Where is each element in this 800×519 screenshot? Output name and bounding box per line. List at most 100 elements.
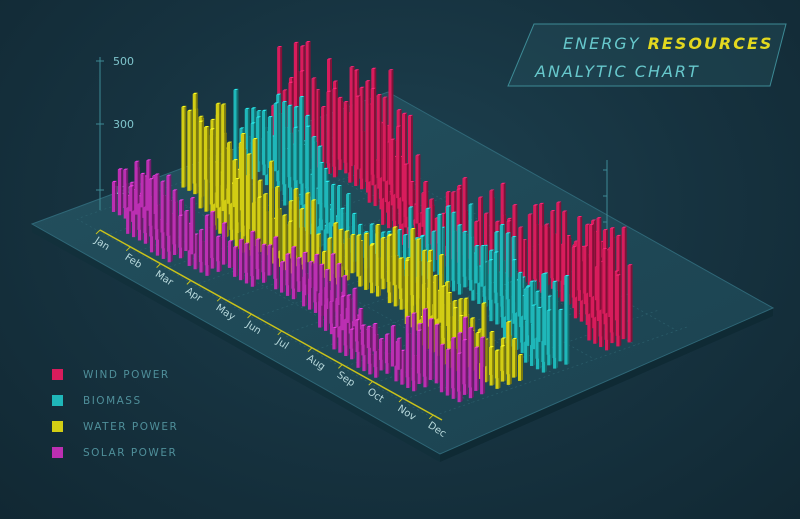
bar-side xyxy=(126,168,129,209)
bar xyxy=(288,221,292,263)
bar-top xyxy=(396,109,402,111)
bar xyxy=(181,107,185,188)
bar-side xyxy=(195,92,198,184)
bar-top xyxy=(458,298,464,300)
bar-side xyxy=(525,239,527,283)
bar-top xyxy=(277,45,283,48)
bar-side xyxy=(279,93,282,182)
bar-top xyxy=(380,231,386,233)
bar-side xyxy=(567,275,570,365)
bar-top xyxy=(390,138,396,140)
bar-top xyxy=(615,274,621,276)
bar xyxy=(425,208,429,269)
bar-top xyxy=(423,181,429,183)
bar xyxy=(375,225,379,286)
bar-top xyxy=(238,238,244,240)
bar-side xyxy=(260,196,263,242)
bar-side xyxy=(264,243,267,273)
bar xyxy=(244,109,248,166)
bar xyxy=(474,221,478,262)
bar-side xyxy=(477,346,480,391)
bar-top xyxy=(375,224,381,226)
bar-top xyxy=(396,125,402,127)
bar-top xyxy=(181,105,187,108)
bar-side xyxy=(230,141,233,204)
bar-top xyxy=(506,220,512,222)
bar-side xyxy=(393,138,396,195)
bar-top xyxy=(621,226,627,228)
bar xyxy=(117,169,122,216)
month-tick xyxy=(186,280,192,285)
bar-top xyxy=(370,243,376,245)
bar-top xyxy=(227,141,233,143)
bar-side xyxy=(521,353,523,381)
bar xyxy=(500,285,504,318)
bar-top xyxy=(627,264,633,266)
bar-side xyxy=(213,128,215,183)
bar-top xyxy=(363,231,369,233)
bar xyxy=(364,233,368,290)
bar-side xyxy=(382,338,385,360)
bar-side xyxy=(276,102,279,172)
bar-top xyxy=(357,223,363,226)
bar xyxy=(544,224,548,275)
bar-side xyxy=(420,329,422,374)
bar-side xyxy=(238,177,240,223)
bar-side xyxy=(285,100,288,185)
bar-top xyxy=(282,100,288,103)
bar xyxy=(379,339,383,360)
bar xyxy=(184,211,188,252)
bar-top xyxy=(414,237,420,239)
bar-side xyxy=(580,215,583,291)
bar-side xyxy=(332,300,335,324)
bar-top xyxy=(324,268,330,271)
bar-side xyxy=(569,235,571,295)
bar-side xyxy=(492,346,495,375)
bar-top xyxy=(216,235,222,237)
bar-side xyxy=(151,178,154,226)
bar xyxy=(397,230,401,273)
bar-top xyxy=(354,69,360,71)
bar-side xyxy=(314,136,317,201)
bar xyxy=(506,322,510,375)
bar-top xyxy=(494,349,500,351)
bar xyxy=(346,194,350,243)
bar-top xyxy=(411,312,417,314)
platform-side xyxy=(32,224,440,462)
bar-top xyxy=(379,338,385,340)
bar xyxy=(293,127,297,181)
month-tick xyxy=(307,347,313,352)
bar xyxy=(439,255,443,323)
bar-top xyxy=(585,223,591,225)
bar xyxy=(446,206,450,289)
bar-side xyxy=(586,245,589,294)
bar-side xyxy=(193,197,196,255)
bar-side xyxy=(247,107,250,166)
bar-side xyxy=(208,214,210,266)
bar xyxy=(388,70,392,185)
bar xyxy=(351,214,356,246)
bar xyxy=(190,198,194,255)
bar xyxy=(405,317,409,378)
bar xyxy=(154,174,158,230)
bar-side xyxy=(255,138,258,233)
bar-side xyxy=(395,226,398,286)
bar-top xyxy=(533,204,539,206)
bar-side xyxy=(322,161,325,220)
bar-side xyxy=(434,230,437,272)
bar-top xyxy=(240,132,246,135)
bar-top xyxy=(437,213,443,215)
bar-side xyxy=(290,104,293,178)
bar xyxy=(565,236,570,295)
bar xyxy=(229,183,233,230)
month-tick xyxy=(338,364,343,369)
bar xyxy=(349,67,353,167)
bar xyxy=(609,228,614,333)
bar-top xyxy=(349,328,355,330)
bar xyxy=(166,175,170,236)
bar-top xyxy=(317,145,323,147)
bar-top xyxy=(346,294,352,296)
bar-top xyxy=(351,212,357,215)
bar-top xyxy=(489,249,495,251)
bar-side xyxy=(394,325,396,367)
